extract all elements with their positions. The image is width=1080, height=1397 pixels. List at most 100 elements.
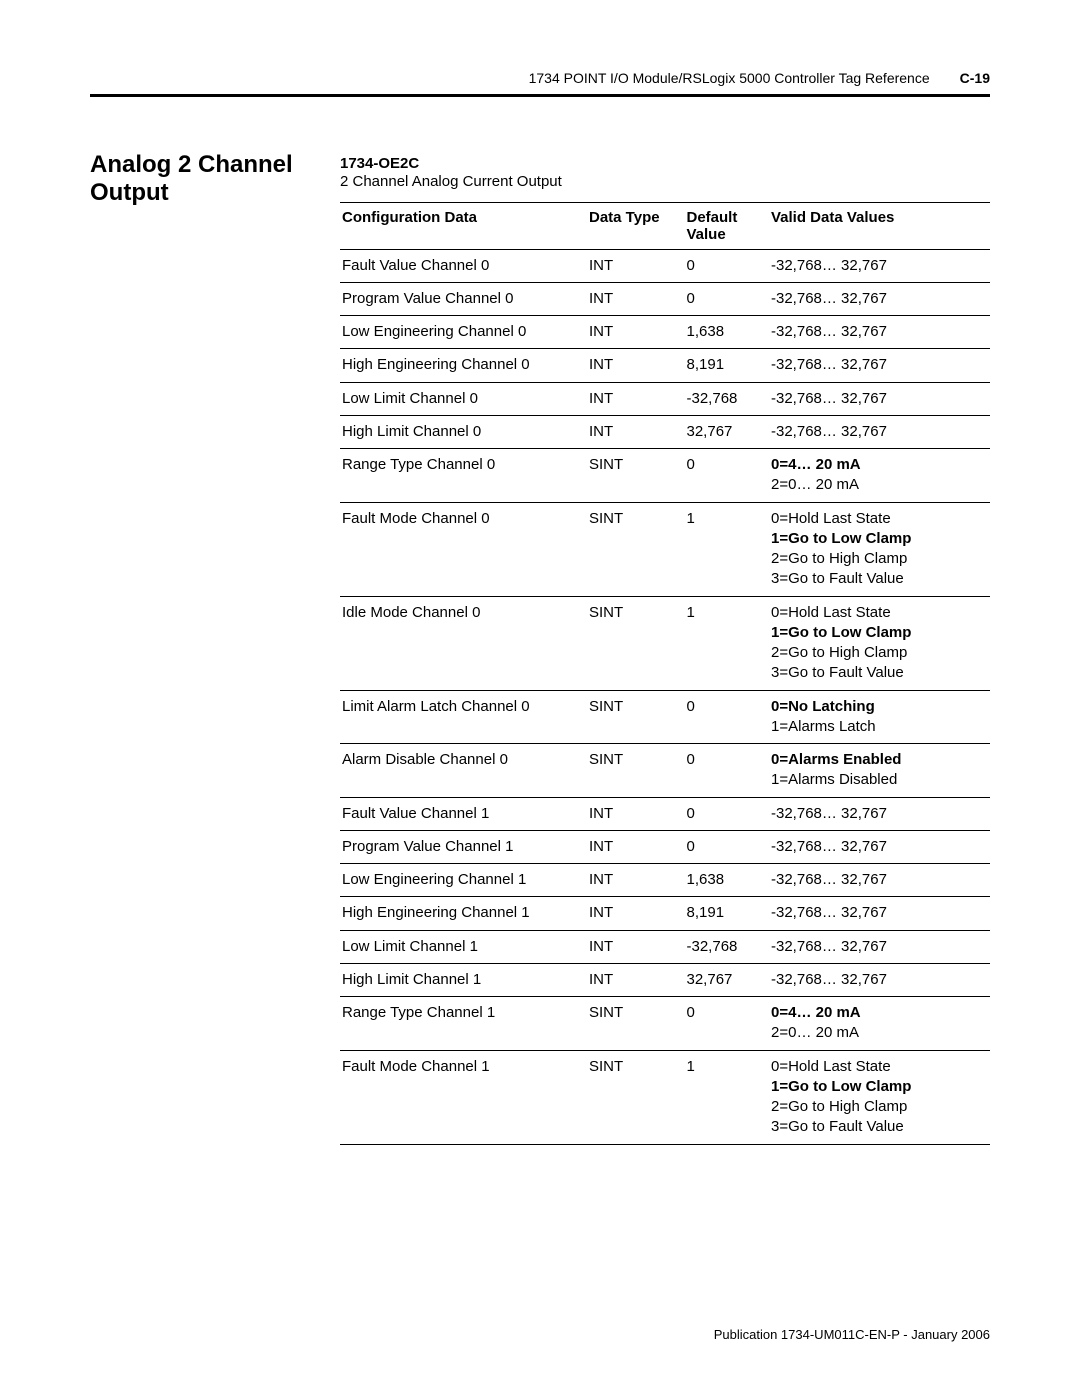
- cell-default: -32,768: [685, 930, 770, 963]
- cell-type: SINT: [587, 690, 685, 744]
- valid-value-line: -32,768… 32,767: [771, 904, 887, 921]
- table-row: Low Limit Channel 1INT-32,768-32,768… 32…: [340, 930, 990, 963]
- cell-valid: -32,768… 32,767: [769, 963, 990, 996]
- valid-value-line: -32,768… 32,767: [771, 805, 887, 822]
- cell-type: INT: [587, 415, 685, 448]
- table-row: Idle Mode Channel 0SINT10=Hold Last Stat…: [340, 596, 990, 690]
- cell-config: Idle Mode Channel 0: [340, 596, 587, 690]
- table-row: Fault Mode Channel 1SINT10=Hold Last Sta…: [340, 1050, 990, 1144]
- cell-config: Program Value Channel 1: [340, 830, 587, 863]
- cell-config: Range Type Channel 1: [340, 997, 587, 1051]
- cell-default: 1,638: [685, 864, 770, 897]
- cell-valid: -32,768… 32,767: [769, 282, 990, 315]
- page-container: 1734 POINT I/O Module/RSLogix 5000 Contr…: [0, 0, 1080, 1195]
- valid-value-line: -32,768… 32,767: [771, 423, 887, 440]
- valid-value-line: 2=Go to High Clamp: [771, 550, 907, 567]
- cell-type: INT: [587, 382, 685, 415]
- cell-valid: 0=No Latching 1=Alarms Latch: [769, 690, 990, 744]
- valid-value-line: 1=Go to Low Clamp: [771, 1078, 911, 1095]
- cell-valid: -32,768… 32,767: [769, 864, 990, 897]
- table-header-row: Configuration Data Data Type Default Val…: [340, 202, 990, 249]
- th-type: Data Type: [587, 202, 685, 249]
- cell-config: Fault Value Channel 0: [340, 249, 587, 282]
- cell-type: SINT: [587, 502, 685, 596]
- valid-value-line: 0=Hold Last State: [771, 1058, 891, 1075]
- th-config: Configuration Data: [340, 202, 587, 249]
- valid-value-line: 0=Hold Last State: [771, 510, 891, 527]
- table-row: Limit Alarm Latch Channel 0SINT00=No Lat…: [340, 690, 990, 744]
- cell-default: 32,767: [685, 415, 770, 448]
- cell-default: 0: [685, 830, 770, 863]
- cell-type: INT: [587, 316, 685, 349]
- cell-valid: -32,768… 32,767: [769, 382, 990, 415]
- cell-type: SINT: [587, 744, 685, 798]
- cell-config: Low Engineering Channel 1: [340, 864, 587, 897]
- page-number: C-19: [960, 70, 990, 86]
- cell-config: Fault Mode Channel 1: [340, 1050, 587, 1144]
- valid-value-line: 1=Alarms Latch: [771, 718, 876, 735]
- cell-config: Limit Alarm Latch Channel 0: [340, 690, 587, 744]
- valid-value-line: 1=Go to Low Clamp: [771, 530, 911, 547]
- cell-default: 0: [685, 744, 770, 798]
- cell-valid: -32,768… 32,767: [769, 349, 990, 382]
- table-row: Low Limit Channel 0INT-32,768-32,768… 32…: [340, 382, 990, 415]
- page-header: 1734 POINT I/O Module/RSLogix 5000 Contr…: [90, 70, 990, 94]
- cell-config: Range Type Channel 0: [340, 449, 587, 503]
- section-title: Analog 2 Channel Output: [90, 137, 340, 207]
- valid-value-line: -32,768… 32,767: [771, 390, 887, 407]
- module-name: 1734-OE2C: [340, 137, 990, 172]
- cell-config: Low Limit Channel 1: [340, 930, 587, 963]
- valid-value-line: 0=Alarms Enabled: [771, 751, 901, 768]
- table-row: Fault Mode Channel 0SINT10=Hold Last Sta…: [340, 502, 990, 596]
- cell-config: Low Limit Channel 0: [340, 382, 587, 415]
- valid-value-line: -32,768… 32,767: [771, 323, 887, 340]
- cell-default: 8,191: [685, 349, 770, 382]
- cell-default: 32,767: [685, 963, 770, 996]
- header-rule: [90, 94, 990, 97]
- valid-value-line: 0=4… 20 mA: [771, 456, 861, 473]
- table-row: Low Engineering Channel 0INT1,638-32,768…: [340, 316, 990, 349]
- table-row: Program Value Channel 0INT0-32,768… 32,7…: [340, 282, 990, 315]
- cell-default: 0: [685, 449, 770, 503]
- cell-config: Program Value Channel 0: [340, 282, 587, 315]
- cell-default: 0: [685, 797, 770, 830]
- valid-value-line: -32,768… 32,767: [771, 257, 887, 274]
- doc-title: 1734 POINT I/O Module/RSLogix 5000 Contr…: [529, 70, 930, 86]
- cell-default: 0: [685, 249, 770, 282]
- cell-config: High Engineering Channel 0: [340, 349, 587, 382]
- valid-value-line: 3=Go to Fault Value: [771, 1118, 904, 1135]
- valid-value-line: 0=Hold Last State: [771, 604, 891, 621]
- cell-valid: -32,768… 32,767: [769, 830, 990, 863]
- cell-default: 8,191: [685, 897, 770, 930]
- table-row: High Engineering Channel 1INT8,191-32,76…: [340, 897, 990, 930]
- cell-default: 0: [685, 282, 770, 315]
- cell-valid: 0=4… 20 mA2=0… 20 mA: [769, 449, 990, 503]
- cell-valid: -32,768… 32,767: [769, 415, 990, 448]
- table-row: High Limit Channel 1INT32,767-32,768… 32…: [340, 963, 990, 996]
- section-body: 1734-OE2C 2 Channel Analog Current Outpu…: [340, 137, 990, 1145]
- cell-type: SINT: [587, 997, 685, 1051]
- valid-value-line: 2=Go to High Clamp: [771, 644, 907, 661]
- table-row: Range Type Channel 1SINT00=4… 20 mA2=0… …: [340, 997, 990, 1051]
- valid-value-line: 1=Go to Low Clamp: [771, 624, 911, 641]
- cell-config: High Limit Channel 0: [340, 415, 587, 448]
- cell-valid: 0=Hold Last State 1=Go to Low Clamp 2=Go t…: [769, 596, 990, 690]
- cell-default: 1: [685, 1050, 770, 1144]
- cell-default: 1,638: [685, 316, 770, 349]
- cell-config: High Engineering Channel 1: [340, 897, 587, 930]
- cell-valid: -32,768… 32,767: [769, 797, 990, 830]
- table-row: Program Value Channel 1INT0-32,768… 32,7…: [340, 830, 990, 863]
- cell-config: Fault Value Channel 1: [340, 797, 587, 830]
- valid-value-line: 0=4… 20 mA: [771, 1004, 861, 1021]
- valid-value-line: 1=Alarms Disabled: [771, 771, 897, 788]
- cell-default: 1: [685, 596, 770, 690]
- valid-value-line: 0=No Latching: [771, 698, 875, 715]
- cell-type: INT: [587, 282, 685, 315]
- cell-valid: 0=Hold Last State 1=Go to Low Clamp 2=Go t…: [769, 502, 990, 596]
- valid-value-line: -32,768… 32,767: [771, 938, 887, 955]
- cell-valid: -32,768… 32,767: [769, 930, 990, 963]
- valid-value-line: 2=Go to High Clamp: [771, 1098, 907, 1115]
- table-row: Alarm Disable Channel 0SINT00=Alarms Ena…: [340, 744, 990, 798]
- valid-value-line: -32,768… 32,767: [771, 356, 887, 373]
- cell-type: INT: [587, 930, 685, 963]
